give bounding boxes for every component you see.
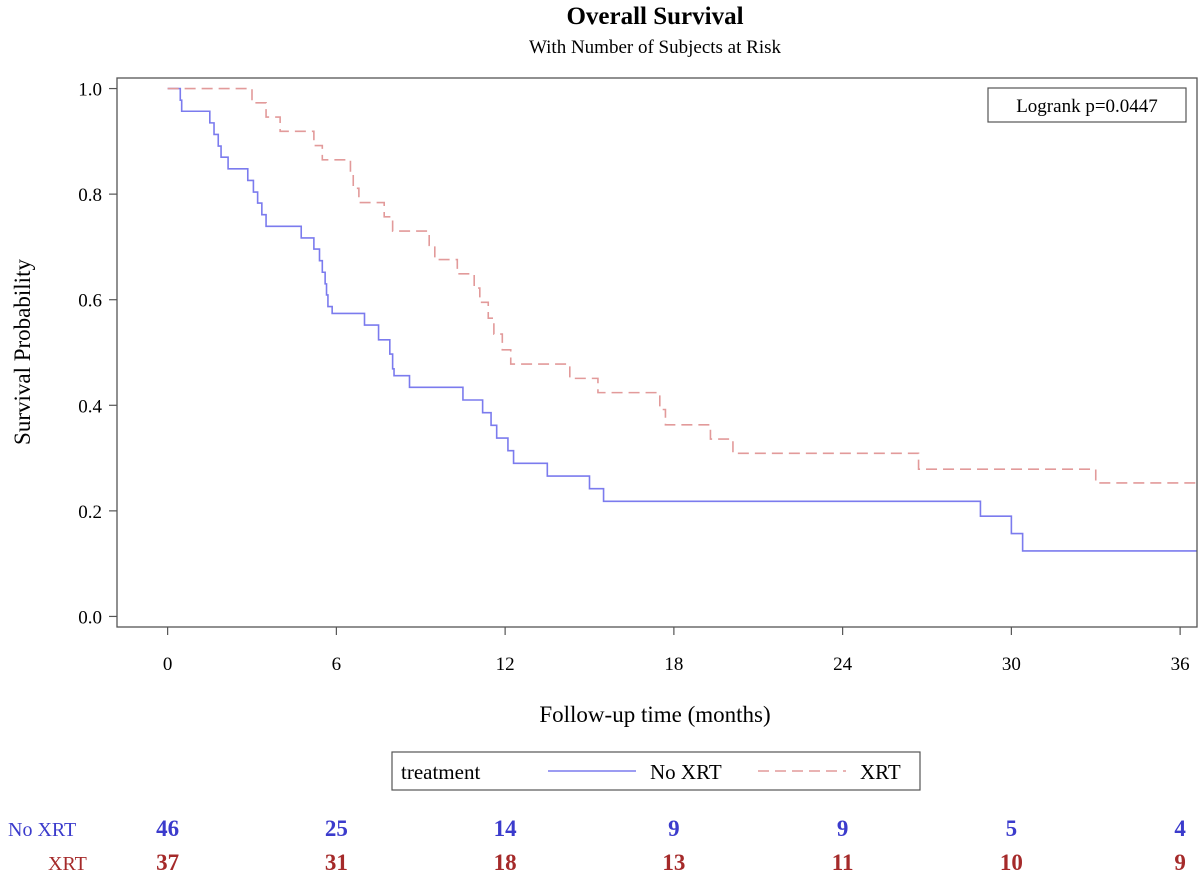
x-tick-label: 12 xyxy=(496,654,515,675)
legend-label-no-xrt: No XRT xyxy=(650,760,722,784)
series-line-no-xrt xyxy=(167,87,1197,552)
series-layer xyxy=(167,87,1197,552)
at-risk-count-no-xrt: 9 xyxy=(837,816,849,841)
x-tick-label: 30 xyxy=(1002,654,1021,675)
at-risk-count-no-xrt: 4 xyxy=(1174,816,1186,841)
at-risk-table: No XRT XRT 46 25 14 9 9 5 4 37 31 18 13 11 10 9 xyxy=(8,816,1186,875)
at-risk-row-label-xrt: XRT xyxy=(48,853,87,875)
y-tick-label: 1.0 xyxy=(78,80,102,101)
at-risk-count-xrt: 37 xyxy=(156,850,179,875)
y-tick-label: 0.8 xyxy=(78,185,102,206)
at-risk-row-label-no-xrt: No XRT xyxy=(8,819,76,841)
annotation-box xyxy=(987,87,1187,123)
y-axis-label: Survival Probability xyxy=(10,259,35,445)
at-risk-count-xrt: 10 xyxy=(1000,850,1023,875)
chart-title: Overall Survival xyxy=(566,3,743,30)
at-risk-count-no-xrt: 9 xyxy=(668,816,680,841)
x-tick-label: 0 xyxy=(163,654,173,675)
x-tick-label: 24 xyxy=(833,654,853,675)
at-risk-count-xrt: 13 xyxy=(662,850,685,875)
at-risk-count-xrt: 31 xyxy=(325,850,348,875)
x-tick-label: 36 xyxy=(1171,654,1190,675)
y-tick-label: 0.4 xyxy=(78,396,102,417)
at-risk-count-no-xrt: 14 xyxy=(494,816,518,841)
x-tick-label: 18 xyxy=(664,654,683,675)
x-axis-label: Follow-up time (months) xyxy=(539,702,770,727)
y-tick-label: 0.0 xyxy=(78,607,102,628)
at-risk-count-xrt: 11 xyxy=(832,850,854,875)
y-axis-ticks: 0.0 0.2 0.4 0.6 0.8 1.0 xyxy=(78,80,117,628)
at-risk-count-no-xrt: 25 xyxy=(325,816,348,841)
at-risk-count-xrt: 9 xyxy=(1174,850,1186,875)
series-line-xrt xyxy=(167,87,1197,484)
at-risk-count-xrt: 18 xyxy=(494,850,517,875)
legend-label-xrt: XRT xyxy=(860,760,901,784)
at-risk-count-no-xrt: 46 xyxy=(156,816,179,841)
legend: treatment No XRT XRT xyxy=(391,751,921,791)
y-tick-label: 0.6 xyxy=(78,291,102,312)
logrank-annotation: Logrank p=0.0447 xyxy=(1016,96,1158,117)
plot-frame xyxy=(116,77,1198,628)
y-tick-label: 0.2 xyxy=(78,502,102,523)
x-tick-label: 6 xyxy=(332,654,342,675)
x-axis-ticks: 0 6 12 18 24 30 36 xyxy=(163,627,1190,675)
chart-subtitle: With Number of Subjects at Risk xyxy=(529,37,782,58)
at-risk-count-no-xrt: 5 xyxy=(1006,816,1018,841)
legend-title: treatment xyxy=(401,760,480,784)
